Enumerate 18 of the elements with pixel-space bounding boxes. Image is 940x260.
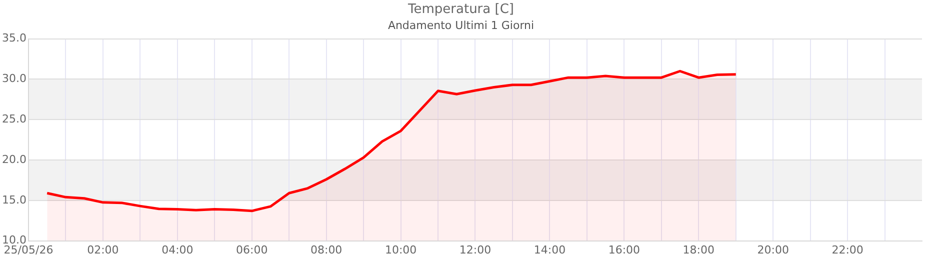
y-tick-label: 25.0 <box>2 112 26 126</box>
x-tick-label: 16:00 <box>608 243 640 256</box>
x-tick-label: 18:00 <box>682 243 714 256</box>
x-tick-label: 02:00 <box>87 243 119 256</box>
y-tick-label: 30.0 <box>2 72 26 86</box>
y-tick-label: 20.0 <box>2 152 26 166</box>
x-tick-label: 14:00 <box>534 243 566 256</box>
x-tick-label: 04:00 <box>162 243 194 256</box>
chart-subtitle: Andamento Ultimi 1 Giorni <box>388 19 534 32</box>
y-tick-label: 15.0 <box>2 193 26 206</box>
x-tick-label: 12:00 <box>459 243 492 256</box>
x-tick-label: 08:00 <box>310 243 342 256</box>
x-tick-label: 06:00 <box>236 243 268 256</box>
x-tick-label: 10:00 <box>384 243 417 256</box>
chart-title: Temperatura [C] <box>407 2 514 18</box>
x-tick-label: 20:00 <box>757 243 789 256</box>
y-tick-label: 35.0 <box>2 32 26 45</box>
x-tick-label: 22:00 <box>832 243 864 256</box>
